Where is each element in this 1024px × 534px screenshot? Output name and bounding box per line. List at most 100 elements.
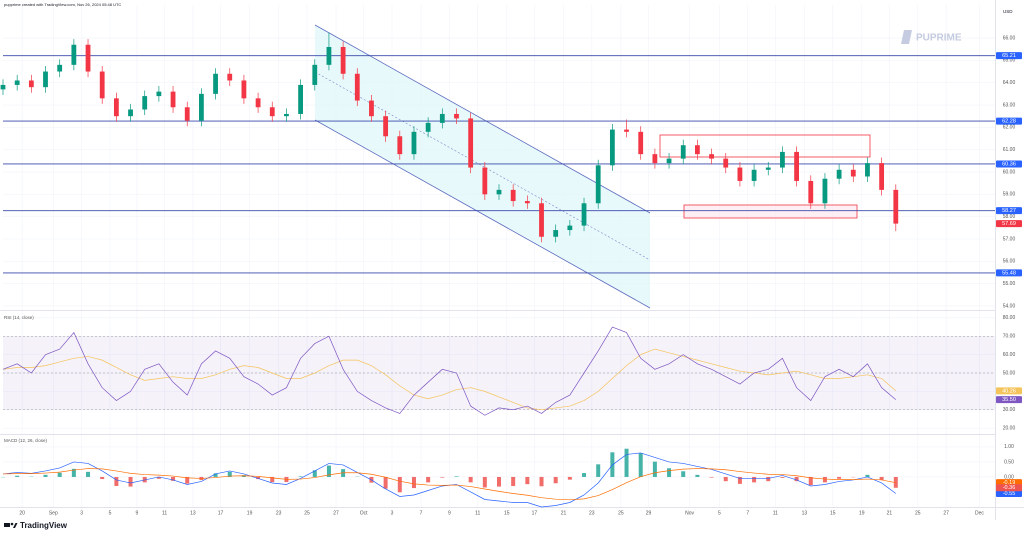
channel-lower — [314, 119, 651, 309]
histogram-bar — [582, 473, 587, 477]
histogram-bar — [695, 474, 700, 477]
y-tick-label: 64.00 — [1003, 80, 1016, 86]
histogram-bar — [879, 476, 884, 480]
zone-box — [683, 204, 858, 219]
marks — [0, 32, 995, 508]
histogram-bar — [156, 476, 161, 479]
x-tick-label: 19 — [247, 510, 253, 516]
last-price-tag-bg — [996, 220, 1022, 228]
y-tick-label: 60.00 — [1003, 352, 1016, 358]
candle-body — [539, 203, 544, 237]
candle-body — [199, 93, 204, 121]
candle-body — [14, 80, 20, 85]
candle-body — [156, 91, 162, 97]
x-tick-label: 21 — [561, 510, 567, 516]
histogram-bar — [709, 476, 714, 478]
histogram-bar — [312, 470, 317, 477]
candle-body — [567, 225, 573, 231]
candle-body — [425, 122, 431, 132]
histogram-bar — [667, 468, 672, 477]
candle-body — [439, 113, 445, 123]
level-tag-bg — [996, 160, 1022, 168]
grid — [3, 5, 995, 507]
candle-body — [0, 84, 6, 90]
candle-body — [255, 98, 261, 108]
histogram-bar — [468, 476, 473, 483]
y-tick-label: 0.00 — [1004, 474, 1014, 480]
x-tick-label: 11 — [475, 510, 480, 516]
brand: TradingView — [20, 521, 68, 530]
x-tick-label: 21 — [887, 510, 893, 516]
candle-body — [865, 163, 870, 177]
candle-body — [765, 167, 771, 170]
y-tick-label: 20.00 — [1003, 425, 1016, 431]
candle-body — [28, 80, 34, 88]
currency: USD — [1003, 9, 1013, 14]
tags: 54.00 55.00 56.00 57.00 58.00 59.00 60.00 61.00… — [4, 35, 1022, 516]
histogram-bar — [652, 461, 657, 477]
candle-body — [780, 151, 785, 168]
histogram-bar — [227, 471, 232, 477]
x-tick-label: 9 — [136, 510, 139, 516]
candle-body — [666, 158, 672, 164]
histogram-bar — [454, 476, 459, 477]
candle-body — [170, 91, 176, 108]
candle-body — [213, 73, 218, 94]
histogram-bar — [865, 474, 870, 477]
candle-body — [709, 154, 714, 159]
candle-body — [510, 189, 516, 202]
x-tick-label: 9 — [448, 510, 451, 516]
histogram-bar — [808, 476, 813, 486]
candle-body — [227, 73, 233, 81]
candle-body — [241, 80, 247, 99]
candle-body — [595, 165, 601, 204]
y-tick-label: 63.00 — [1003, 102, 1016, 108]
candle-body — [737, 167, 743, 181]
x-tick-label: 27 — [333, 510, 339, 516]
histogram-bar — [766, 476, 771, 482]
x-tick-label: Nov — [685, 510, 694, 516]
watermark: PUPRIME — [916, 33, 962, 44]
candle-body — [808, 180, 814, 204]
y-tick-label: 0.50 — [1004, 459, 1014, 465]
level-tag-bg — [996, 117, 1022, 125]
y-tick-label: 1.00 — [1004, 444, 1014, 450]
y-tick-label: 65.00 — [1003, 58, 1016, 64]
x-tick-label: 25 — [304, 510, 310, 516]
histogram-bar — [213, 473, 218, 477]
candle-body — [113, 98, 119, 117]
y-tick-label: 66.00 — [1003, 35, 1016, 41]
series-last-tag: 35.50 — [1002, 397, 1016, 403]
series-last-tag-bg — [996, 489, 1022, 497]
x-tick-label: 23 — [589, 510, 595, 516]
series-last-tag: -0.55 — [1003, 491, 1016, 497]
candle-body — [369, 100, 374, 117]
histogram-bar — [780, 476, 785, 478]
x-tick-label: 25 — [618, 510, 624, 516]
x-tick-label: 17 — [532, 510, 538, 516]
level-tag: 62.28 — [1002, 119, 1016, 125]
histogram-bar — [440, 476, 445, 478]
x-tick-label: 20 — [19, 510, 25, 516]
candle-body — [284, 113, 289, 117]
histogram-bar — [553, 476, 558, 484]
y-tick-label: 59.00 — [1003, 192, 1016, 198]
zone-box — [659, 134, 871, 158]
y-tick-label: 61.00 — [1003, 147, 1016, 153]
level-tag: 60.36 — [1002, 161, 1016, 167]
histogram-bar — [128, 476, 133, 487]
x-tick-label: 5 — [718, 510, 721, 516]
y-tick-label: 60.00 — [1003, 169, 1016, 175]
histogram-bar — [482, 476, 487, 488]
candle-body — [879, 163, 885, 190]
candle-body — [652, 154, 658, 164]
histogram-bar — [397, 476, 402, 493]
histogram-bar — [737, 476, 742, 484]
histogram-bar — [638, 453, 643, 477]
y-tick-label: 62.00 — [1003, 125, 1016, 131]
candle-body — [850, 169, 856, 177]
candle-body — [638, 131, 644, 155]
candle-body — [99, 71, 105, 99]
